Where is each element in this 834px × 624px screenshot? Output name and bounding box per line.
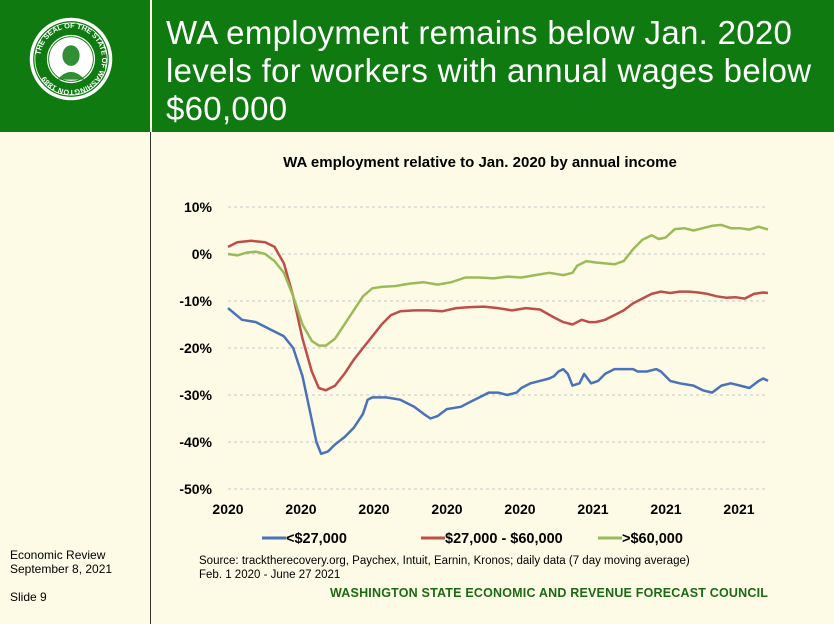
council-name: WASHINGTON STATE ECONOMIC AND REVENUE FO… (330, 586, 769, 600)
x-tick-label: 2021 (723, 501, 754, 517)
y-tick-label: -20% (179, 340, 212, 356)
header-divider (150, 0, 152, 132)
y-tick-label: -50% (179, 481, 212, 497)
x-tick-label: 2021 (650, 501, 681, 517)
slide-number: Slide 9 (10, 590, 47, 604)
legend-label: $27,000 - $60,000 (445, 531, 563, 547)
slide-title: WA employment remains below Jan. 2020 le… (166, 14, 812, 127)
source-line-2: Feb. 1 2020 - June 27 2021 (199, 569, 341, 581)
legend-label: <$27,000 (286, 531, 347, 547)
x-tick-label: 2021 (577, 501, 608, 517)
series-line-1 (227, 307, 769, 456)
x-tick-label: 2020 (212, 501, 243, 517)
series-line-3 (227, 223, 769, 347)
y-tick-label: 0% (192, 246, 213, 262)
title-panel: WA employment remains below Jan. 2020 le… (152, 0, 834, 132)
report-date: September 8, 2021 (10, 562, 113, 576)
y-tick-label: -30% (179, 387, 212, 403)
y-tick-label: -10% (179, 293, 212, 309)
y-tick-label: 10% (184, 199, 213, 215)
x-tick-label: 2020 (431, 501, 462, 517)
source-note: Source: tracktherecovery.org, Paychex, I… (199, 554, 690, 582)
seal-panel: THE SEAL OF THE STATE OF WASHINGTON 1889 (0, 0, 150, 132)
x-tick-label: 2020 (285, 501, 316, 517)
y-tick-label: -40% (179, 434, 212, 450)
series-line-2 (227, 239, 769, 392)
header: THE SEAL OF THE STATE OF WASHINGTON 1889… (0, 0, 834, 132)
x-tick-label: 2020 (358, 501, 389, 517)
sidebar-divider (150, 132, 151, 624)
chart-title: WA employment relative to Jan. 2020 by a… (283, 154, 677, 171)
report-name: Economic Review (10, 548, 106, 562)
x-tick-label: 2020 (504, 501, 535, 517)
source-line-1: Source: tracktherecovery.org, Paychex, I… (199, 555, 690, 567)
washington-seal-logo: THE SEAL OF THE STATE OF WASHINGTON 1889 (29, 17, 113, 101)
legend-label: >$60,000 (622, 531, 683, 547)
